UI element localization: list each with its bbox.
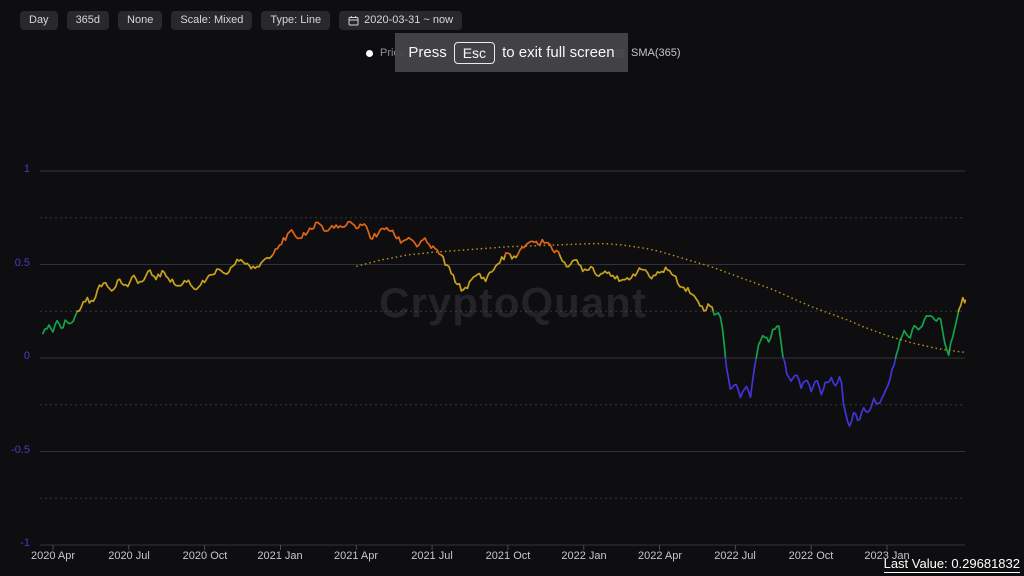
last-value: Last Value: 0.29681832	[883, 556, 1020, 573]
sma-legend-label: SMA(365)	[631, 47, 681, 59]
indicator-line-segment	[440, 254, 507, 292]
fullscreen-exit-overlay: Press Esc to exit full screen	[395, 33, 628, 72]
indicator-line-segment	[957, 296, 967, 313]
esc-key: Esc	[453, 41, 496, 64]
last-value-number: 0.29681832	[951, 556, 1020, 571]
toolbar-button-window[interactable]: 365d	[66, 11, 110, 30]
x-axis-tick-label: 2021 Jul	[411, 550, 453, 562]
indicator-line-segment	[76, 254, 274, 313]
left-axis-tick-label: 1	[23, 163, 30, 175]
indicator-line-segment	[782, 357, 897, 428]
indicator-line-segment	[271, 220, 443, 256]
x-axis-tick-label: 2020 Jul	[108, 550, 150, 562]
x-axis-tick-label: 2022 Oct	[788, 550, 834, 562]
left-axis-tick-label: -1	[20, 537, 30, 549]
toolbar-button-chart-type[interactable]: Type: Line	[261, 11, 331, 30]
date-range-label: 2020-03-31 ~ now	[364, 14, 454, 26]
indicator-line-segment	[42, 310, 79, 335]
indicator-line-segment	[516, 238, 561, 256]
x-axis-tick-label: 2022 Apr	[637, 550, 683, 562]
indicator-line-segment	[558, 254, 715, 313]
toolbar-button-interval[interactable]: Day	[20, 11, 58, 30]
overlay-text-prefix: Press	[408, 44, 447, 61]
x-axis-tick-label: 2021 Oct	[485, 550, 531, 562]
overlay-text-suffix: to exit full screen	[502, 44, 615, 61]
last-value-label: Last Value:	[883, 556, 948, 571]
x-axis-tick-label: 2021 Jan	[257, 550, 303, 562]
indicator-line-segment	[712, 310, 727, 359]
calendar-icon	[348, 15, 359, 26]
indicator-line-segment	[724, 357, 758, 399]
left-axis-tick-label: 0.5	[14, 257, 30, 269]
x-axis-tick-label: 2022 Jan	[561, 550, 607, 562]
toolbar: Day 365d None Scale: Mixed Type: Line 20…	[20, 11, 463, 30]
indicator-line-segment	[755, 325, 785, 359]
sma-line	[356, 242, 966, 354]
left-axis-tick-label: 0	[23, 350, 30, 362]
toolbar-button-overlay-none[interactable]: None	[118, 11, 163, 30]
x-axis-tick-label: 2022 Jul	[714, 550, 756, 562]
x-axis-tick-label: 2021 Apr	[333, 550, 379, 562]
toolbar-button-scale[interactable]: Scale: Mixed	[171, 11, 253, 30]
cryptoquant-watermark: CryptoQuant	[379, 279, 647, 326]
indicator-line-segment	[894, 310, 960, 359]
toolbar-button-date-range[interactable]: 2020-03-31 ~ now	[339, 11, 463, 30]
x-axis-tick-label: 2023 Jan	[864, 550, 910, 562]
x-axis-tick-label: 2020 Apr	[30, 550, 76, 562]
indicator-line-segment	[509, 254, 519, 260]
left-axis-tick-label: -0.5	[11, 444, 30, 456]
x-axis-tick-label: 2020 Oct	[182, 550, 228, 562]
price-legend-dot-icon	[366, 49, 373, 57]
